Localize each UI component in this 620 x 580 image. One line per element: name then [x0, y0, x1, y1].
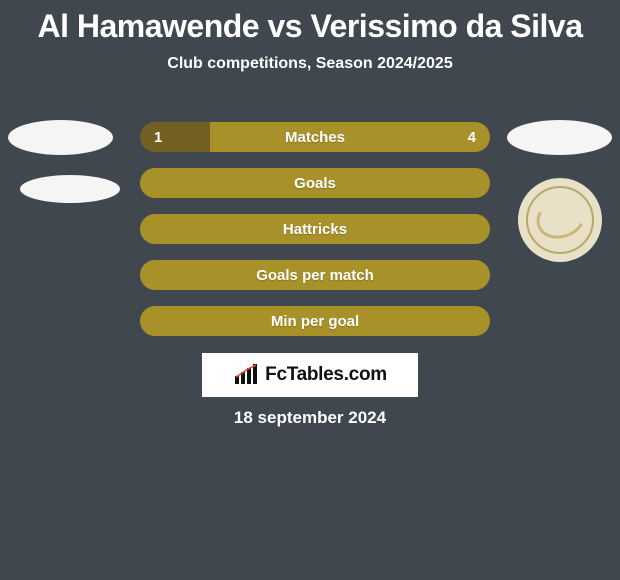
bar-row: Min per goal — [140, 306, 490, 336]
bar-label: Min per goal — [140, 306, 490, 336]
bar-label: Hattricks — [140, 214, 490, 244]
bar-row: Matches1 4 — [140, 122, 490, 152]
bar-right-value: 4 — [468, 122, 476, 152]
fctables-bars-icon — [233, 364, 259, 386]
page-title: Al Hamawende vs Verissimo da Silva — [0, 0, 620, 45]
bar-row: Goals per match — [140, 260, 490, 290]
bar-left-value: 1 — [154, 122, 162, 152]
comparison-chart: Matches1 4 Goals Hattricks Goals per match Mi… — [140, 122, 490, 352]
player1-photo-placeholder — [8, 120, 113, 155]
crest-swoosh — [531, 191, 592, 246]
crest-circle — [526, 186, 594, 254]
player2-photo-placeholder — [507, 120, 612, 155]
bar-label: Matches — [140, 122, 490, 152]
fctables-badge: FcTables.com — [202, 353, 418, 397]
date-label: 18 september 2024 — [0, 408, 620, 428]
bar-row: Goals — [140, 168, 490, 198]
bar-row: Hattricks — [140, 214, 490, 244]
subtitle: Club competitions, Season 2024/2025 — [0, 55, 620, 73]
bar-label: Goals per match — [140, 260, 490, 290]
player2-club-crest — [518, 178, 602, 262]
player1-club-placeholder — [20, 175, 120, 203]
bar-label: Goals — [140, 168, 490, 198]
fctables-label: FcTables.com — [265, 364, 387, 386]
